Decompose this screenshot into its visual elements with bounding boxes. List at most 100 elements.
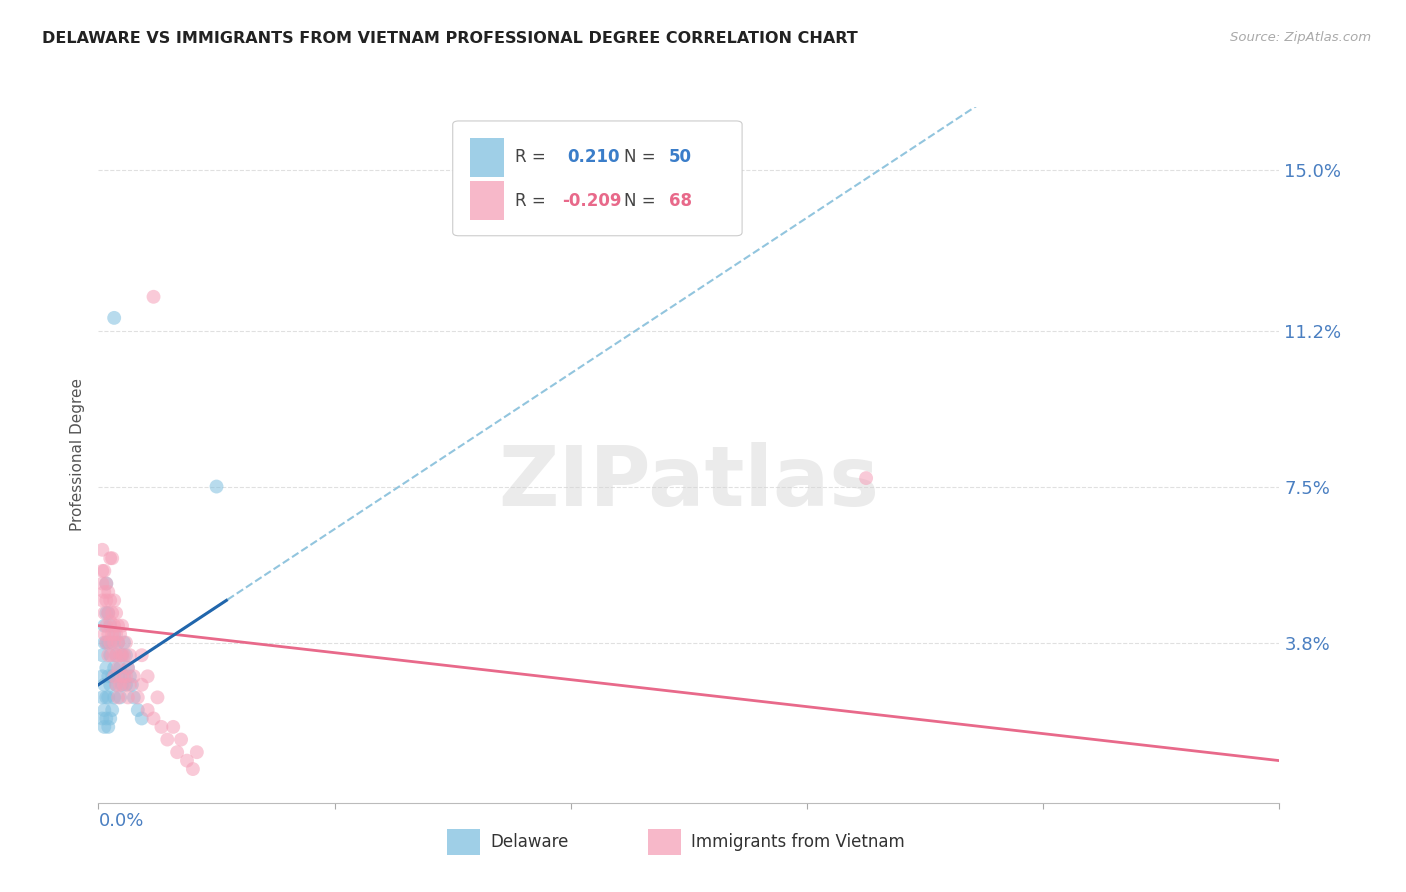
Point (111, 648, 134, 663)
Point (96, 635, 118, 649)
Point (96, 618, 118, 632)
Point (117, 661, 139, 675)
Point (115, 648, 138, 663)
Point (127, 703, 149, 717)
Point (97, 669, 120, 683)
Point (112, 635, 135, 649)
Text: 50: 50 (669, 148, 692, 167)
Point (97, 627, 120, 641)
Point (122, 690, 145, 705)
Point (108, 627, 131, 641)
Point (93, 606, 115, 620)
Point (98, 593, 121, 607)
Text: Delaware: Delaware (491, 833, 569, 851)
Point (136, 669, 159, 683)
Point (93, 720, 115, 734)
Point (118, 678, 141, 692)
Point (107, 669, 129, 683)
Point (107, 661, 129, 675)
Point (107, 635, 129, 649)
Point (98, 635, 121, 649)
Point (98, 678, 121, 692)
Point (142, 711, 165, 725)
Point (117, 661, 139, 675)
Point (93, 618, 115, 632)
Point (103, 627, 125, 641)
Point (98, 551, 121, 566)
Y-axis label: Professional Degree: Professional Degree (70, 378, 86, 532)
Point (150, 720, 173, 734)
Point (101, 551, 124, 566)
Point (96, 711, 118, 725)
Point (91, 576, 114, 591)
Point (97, 606, 120, 620)
Point (146, 690, 169, 705)
Point (96, 606, 118, 620)
Point (176, 754, 198, 768)
Point (103, 593, 125, 607)
Point (101, 669, 124, 683)
Point (112, 678, 135, 692)
Point (96, 661, 118, 675)
Text: ZIPatlas: ZIPatlas (499, 442, 879, 524)
Point (108, 678, 131, 692)
Point (93, 564, 115, 578)
Point (103, 690, 125, 705)
Point (118, 648, 141, 663)
Point (105, 678, 128, 692)
Point (103, 310, 125, 325)
Point (205, 479, 228, 493)
Point (111, 618, 134, 632)
Text: N =: N = (624, 148, 661, 167)
Point (112, 669, 135, 683)
Point (97, 585, 120, 599)
Point (97, 720, 120, 734)
Point (91, 542, 114, 557)
Point (108, 661, 131, 675)
Point (98, 615, 121, 629)
Point (93, 635, 115, 649)
Point (105, 678, 128, 692)
Point (98, 618, 121, 632)
Point (97, 635, 120, 649)
FancyBboxPatch shape (453, 121, 742, 235)
Point (96, 576, 118, 591)
Point (115, 669, 138, 683)
Point (103, 618, 125, 632)
Point (118, 669, 141, 683)
Bar (648, 829, 681, 855)
Text: R =: R = (516, 192, 551, 210)
Point (93, 703, 115, 717)
Point (96, 576, 118, 591)
Point (115, 635, 138, 649)
Point (97, 648, 120, 663)
Text: -0.209: -0.209 (562, 192, 621, 210)
Point (115, 678, 138, 692)
Point (107, 690, 129, 705)
Bar (471, 138, 503, 177)
Point (93, 585, 115, 599)
Point (97, 690, 120, 705)
Point (91, 669, 114, 683)
Point (855, 471, 877, 485)
Point (101, 606, 124, 620)
Point (117, 690, 139, 705)
Text: Immigrants from Vietnam: Immigrants from Vietnam (692, 833, 905, 851)
Point (162, 720, 184, 734)
Point (181, 762, 204, 776)
Text: 68: 68 (669, 192, 692, 210)
Text: 0.210: 0.210 (567, 148, 620, 167)
Point (98, 648, 121, 663)
Point (91, 593, 114, 607)
Point (166, 745, 188, 759)
Point (105, 627, 128, 641)
Point (111, 648, 134, 663)
Point (112, 648, 135, 663)
Point (121, 678, 143, 692)
Point (170, 732, 193, 747)
Point (111, 678, 134, 692)
Point (91, 711, 114, 725)
Point (156, 732, 179, 747)
Point (111, 669, 134, 683)
Point (108, 648, 131, 663)
